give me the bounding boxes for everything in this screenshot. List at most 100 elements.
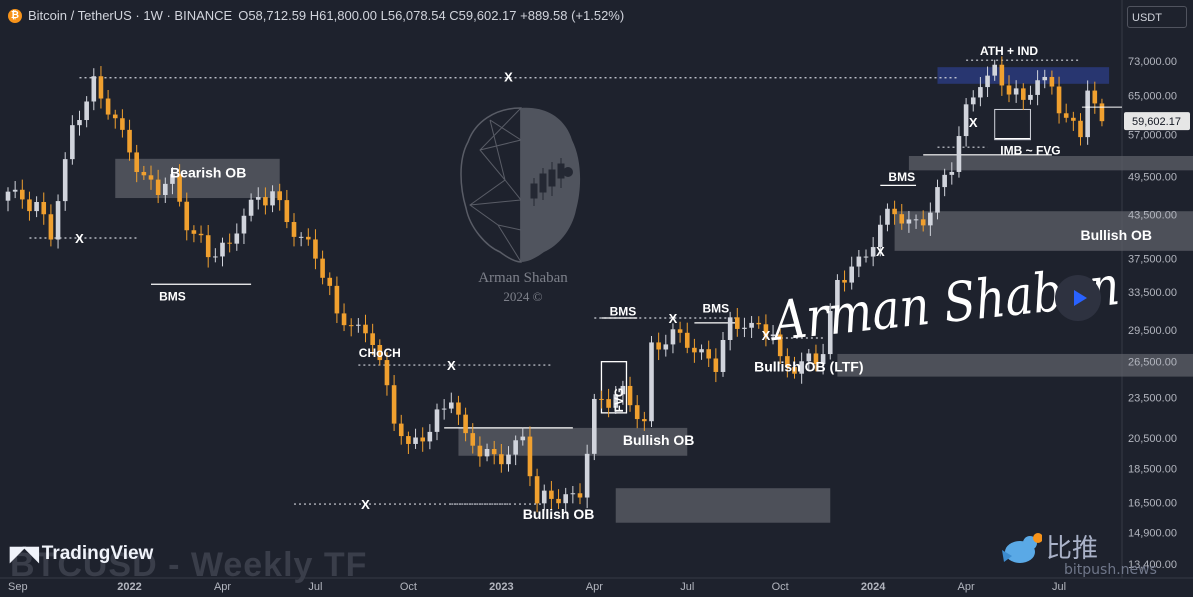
candle [592, 393, 597, 461]
y-tick-label: 65,000.00 [1128, 90, 1177, 102]
candle-body [677, 329, 683, 333]
candle [1013, 80, 1019, 103]
candle-body [341, 313, 347, 326]
candle [634, 395, 640, 429]
candle [935, 179, 940, 220]
candle-body [1099, 103, 1105, 122]
candle [420, 427, 425, 452]
y-tick-label: 33,500.00 [1128, 287, 1177, 299]
candle-body [663, 344, 669, 350]
candle-body [391, 385, 397, 424]
candle [756, 316, 762, 329]
candle [842, 270, 847, 292]
candle [141, 165, 147, 180]
candle [785, 348, 790, 378]
annotation-level: ATH + IND [980, 44, 1038, 58]
candle [506, 446, 511, 472]
candle [799, 352, 804, 384]
candle-body [12, 189, 18, 192]
candle-body [112, 114, 118, 119]
candle [27, 191, 32, 221]
candle [41, 192, 47, 225]
currency-unit[interactable]: USDT [1127, 6, 1187, 28]
candle [84, 96, 89, 128]
candle-body [713, 358, 719, 372]
candle [692, 338, 697, 363]
candle [1028, 85, 1033, 105]
candle-body [277, 191, 282, 201]
candle [849, 256, 854, 290]
candle-body [198, 233, 204, 236]
candle-body [48, 214, 54, 240]
candle [706, 340, 711, 368]
candle [1063, 103, 1069, 123]
candle [720, 331, 726, 377]
candle-body [520, 436, 526, 441]
candle [320, 250, 325, 285]
candle [227, 233, 232, 253]
candle-body [584, 453, 590, 498]
candle-body [220, 242, 225, 257]
y-tick-label: 20,500.00 [1128, 433, 1177, 445]
symbol-title[interactable]: Bitcoin / TetherUS · 1W · BINANCE [28, 8, 233, 23]
candle-body [820, 354, 826, 364]
candle [813, 344, 819, 372]
candle-body [956, 136, 962, 172]
symbol-header[interactable]: ₿ Bitcoin / TetherUS · 1W · BINANCE O58,… [8, 8, 624, 23]
price-axis[interactable]: 73,000.00 65,000.00 57,000.00 49,500.00 43,5… [1124, 56, 1190, 571]
candle [806, 348, 812, 370]
candle-body [470, 433, 476, 446]
candle [327, 272, 333, 296]
annotation-labels: Bearish OB BMS CHoCH Bullish OB FVG BMS BMS Bul… [75, 44, 1152, 522]
candle-body [420, 437, 425, 442]
candle [1042, 69, 1048, 89]
play-button[interactable] [1055, 275, 1101, 321]
candle [177, 164, 182, 207]
candle [999, 56, 1005, 96]
candle [413, 428, 418, 449]
candle-body [313, 239, 318, 259]
bitpush-watermark: 比推 bitpush.news [998, 528, 1157, 578]
candle [406, 431, 411, 455]
candle-body [827, 310, 833, 355]
candle-body [1078, 120, 1083, 138]
candle [663, 334, 669, 357]
candle [563, 487, 568, 513]
candle-body [320, 258, 325, 278]
time-axis[interactable]: Sep 2022 Apr Jul Oct 2023 Apr Jul Oct 2024 Apr Jul [8, 581, 1066, 593]
y-tick-label: 16,500.00 [1128, 497, 1177, 509]
candle-body [592, 398, 597, 454]
candle-body [756, 322, 762, 325]
last-price-tag [1124, 112, 1190, 131]
candle-body [928, 212, 933, 226]
candle-body [98, 76, 104, 99]
candle [899, 203, 905, 230]
candle-body [306, 236, 311, 240]
candle [55, 194, 61, 249]
y-tick-label: 23,500.00 [1128, 392, 1177, 404]
candlestick-series [5, 56, 1122, 513]
candle-body [127, 129, 132, 153]
tradingview-logo[interactable]: ◤◥ TradingView [10, 541, 153, 566]
candle-body [813, 353, 819, 364]
candle-body [477, 445, 483, 457]
candle-body [506, 454, 511, 465]
annotation-order-block: Bullish OB [523, 506, 595, 522]
candle-body [649, 342, 654, 422]
candle-body [835, 279, 840, 311]
candle [306, 228, 311, 246]
candle-body [284, 200, 290, 223]
candle [456, 395, 461, 425]
candle-body [913, 219, 919, 221]
candle-body [70, 125, 75, 160]
y-tick-label: 29,500.00 [1128, 325, 1177, 337]
candle [112, 109, 118, 129]
candle-body [5, 191, 11, 201]
candle-body [899, 214, 905, 224]
candle-body [34, 201, 39, 212]
candle-body [170, 174, 175, 184]
candle [749, 316, 754, 338]
candle-body [599, 398, 604, 400]
candle [291, 213, 297, 247]
